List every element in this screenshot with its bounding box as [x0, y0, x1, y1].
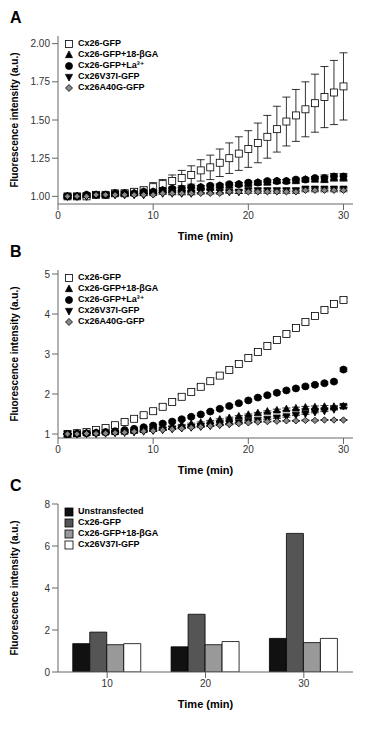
svg-text:2: 2 — [44, 389, 50, 400]
html-text:A: A — [10, 9, 22, 26]
svg-text:5: 5 — [44, 269, 50, 280]
svg-text:Time (min): Time (min) — [178, 230, 234, 242]
html-text:Cx26V37I-GFP: Cx26V37I-GFP — [78, 305, 140, 315]
svg-text:Time (min): Time (min) — [178, 698, 234, 710]
svg-text:2: 2 — [44, 625, 50, 636]
svg-text:20: 20 — [200, 678, 212, 689]
html-text:Cx26-GFP: Cx26-GFP — [78, 38, 121, 48]
svg-text:1.00: 1.00 — [31, 191, 51, 202]
svg-text:1: 1 — [44, 429, 50, 440]
svg-text:1.75: 1.75 — [31, 76, 51, 87]
svg-text:0: 0 — [44, 667, 50, 678]
svg-text:30: 30 — [298, 678, 310, 689]
html-text:Cx26V37I-GFP: Cx26V37I-GFP — [78, 539, 140, 549]
html-text:B: B — [10, 243, 22, 260]
svg-text:20: 20 — [243, 444, 255, 455]
svg-text:10: 10 — [102, 678, 114, 689]
html-text:Cx26-GFP+La³⁺: Cx26-GFP+La³⁺ — [78, 294, 145, 304]
svg-text:1.25: 1.25 — [31, 153, 51, 164]
svg-text:20: 20 — [243, 210, 255, 221]
html-text:Cx26-GFP: Cx26-GFP — [78, 517, 121, 527]
html-text:Cx26-GFP+La³⁺: Cx26-GFP+La³⁺ — [78, 60, 145, 70]
svg-text:30: 30 — [338, 444, 350, 455]
svg-text:6: 6 — [44, 541, 50, 552]
svg-text:2.00: 2.00 — [31, 38, 51, 49]
svg-text:0: 0 — [55, 210, 61, 221]
html-text:Cx26-GFP+18-βGA: Cx26-GFP+18-βGA — [78, 49, 159, 59]
svg-text:Fluorescence intensity (a.u.): Fluorescence intensity (a.u.) — [9, 52, 20, 187]
svg-text:10: 10 — [148, 444, 160, 455]
html-text:Cx26A40G-GFP: Cx26A40G-GFP — [78, 82, 145, 92]
svg-text:Fluorescence intensity (a.u.): Fluorescence intensity (a.u.) — [9, 520, 20, 655]
html-text:Cx26-GFP+18-βGA: Cx26-GFP+18-βGA — [78, 528, 159, 538]
svg-text:10: 10 — [148, 210, 160, 221]
html-text:Cx26V37I-GFP: Cx26V37I-GFP — [78, 71, 140, 81]
html-text:Unstransfected: Unstransfected — [78, 506, 144, 516]
svg-text:3: 3 — [44, 349, 50, 360]
html-text:Cx26-GFP: Cx26-GFP — [78, 272, 121, 282]
svg-text:4: 4 — [44, 583, 50, 594]
html-text:Cx26A40G-GFP: Cx26A40G-GFP — [78, 316, 145, 326]
svg-text:30: 30 — [338, 210, 350, 221]
html-text:C: C — [10, 477, 22, 494]
svg-text:Time (min): Time (min) — [178, 464, 234, 476]
svg-text:8: 8 — [44, 499, 50, 510]
svg-text:0: 0 — [55, 444, 61, 455]
svg-text:Fluorescence intensity (a.u.): Fluorescence intensity (a.u.) — [9, 286, 20, 421]
html-text:Cx26-GFP+18-βGA: Cx26-GFP+18-βGA — [78, 283, 159, 293]
svg-text:4: 4 — [44, 309, 50, 320]
svg-text:1.50: 1.50 — [31, 115, 51, 126]
